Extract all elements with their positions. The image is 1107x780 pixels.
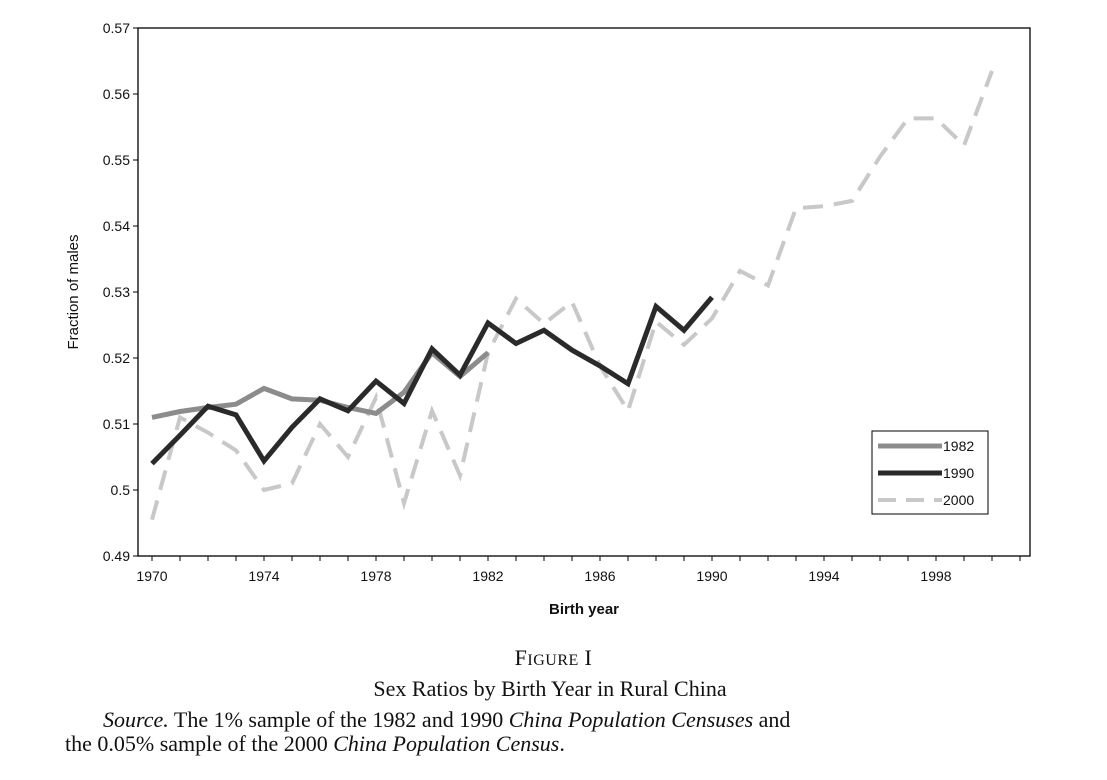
x-tick-label: 1970	[136, 568, 167, 584]
source-italic-2: China Population Census	[333, 731, 560, 756]
y-tick-label: 0.57	[103, 20, 130, 36]
source-text-4: .	[559, 731, 565, 756]
x-axis: 1970 1974 1978 1982 1986 1990 1994 1998	[136, 556, 1021, 584]
legend-label-1990: 1990	[943, 465, 974, 481]
figure-label: FIGURE I	[0, 645, 1107, 671]
series-2000-line	[150, 70, 994, 521]
x-tick-label: 1982	[472, 568, 503, 584]
y-axis-title: Fraction of males	[65, 234, 82, 349]
source-text-1: The 1% sample of the 1982 and 1990	[168, 707, 509, 732]
x-tick-label: 1994	[808, 568, 839, 584]
x-tick-label: 1998	[920, 568, 951, 584]
source-text-3: the 0.05% sample of the 2000	[65, 731, 334, 756]
y-tick-label: 0.5	[111, 482, 131, 498]
y-tick-label: 0.49	[103, 548, 130, 564]
legend: 1982 1990 2000	[871, 430, 989, 515]
figure-title: Sex Ratios by Birth Year in Rural China	[373, 676, 727, 701]
x-tick-label: 1978	[360, 568, 391, 584]
line-chart: 1970 1974 1978 1982 1986 1990 1994 1998 0.49 0.5…	[65, 20, 1031, 618]
figure-label-initial: F	[514, 645, 528, 670]
y-tick-label: 0.54	[103, 218, 130, 234]
legend-label-1982: 1982	[943, 438, 974, 454]
series-layer	[150, 70, 994, 521]
figure-label-rest: IGURE	[527, 652, 579, 669]
source-line-1: Source. The 1% sample of the 1982 and 19…	[65, 708, 1040, 732]
y-tick-label: 0.51	[103, 416, 130, 432]
source-italic-1: China Population Censuses	[508, 707, 754, 732]
x-tick-label: 1974	[248, 568, 279, 584]
series-1990-line	[150, 295, 714, 466]
x-tick-label: 1990	[696, 568, 727, 584]
source-lead: Source.	[103, 707, 169, 732]
x-tick-label: 1986	[584, 568, 615, 584]
x-axis-title: Birth year	[549, 601, 619, 618]
y-axis: 0.49 0.5 0.51 0.52 0.53 0.54 0.55 0.56 0.57	[103, 20, 138, 564]
figure-source: Source. The 1% sample of the 1982 and 19…	[65, 708, 1040, 756]
y-tick-label: 0.53	[103, 284, 130, 300]
source-line-2: the 0.05% sample of the 2000 China Popul…	[65, 731, 565, 756]
legend-label-2000: 2000	[943, 492, 974, 508]
y-tick-label: 0.55	[103, 152, 130, 168]
y-tick-label: 0.52	[103, 350, 130, 366]
figure-number: I	[584, 645, 593, 670]
source-text-2: and	[753, 707, 791, 732]
y-tick-label: 0.56	[103, 86, 130, 102]
